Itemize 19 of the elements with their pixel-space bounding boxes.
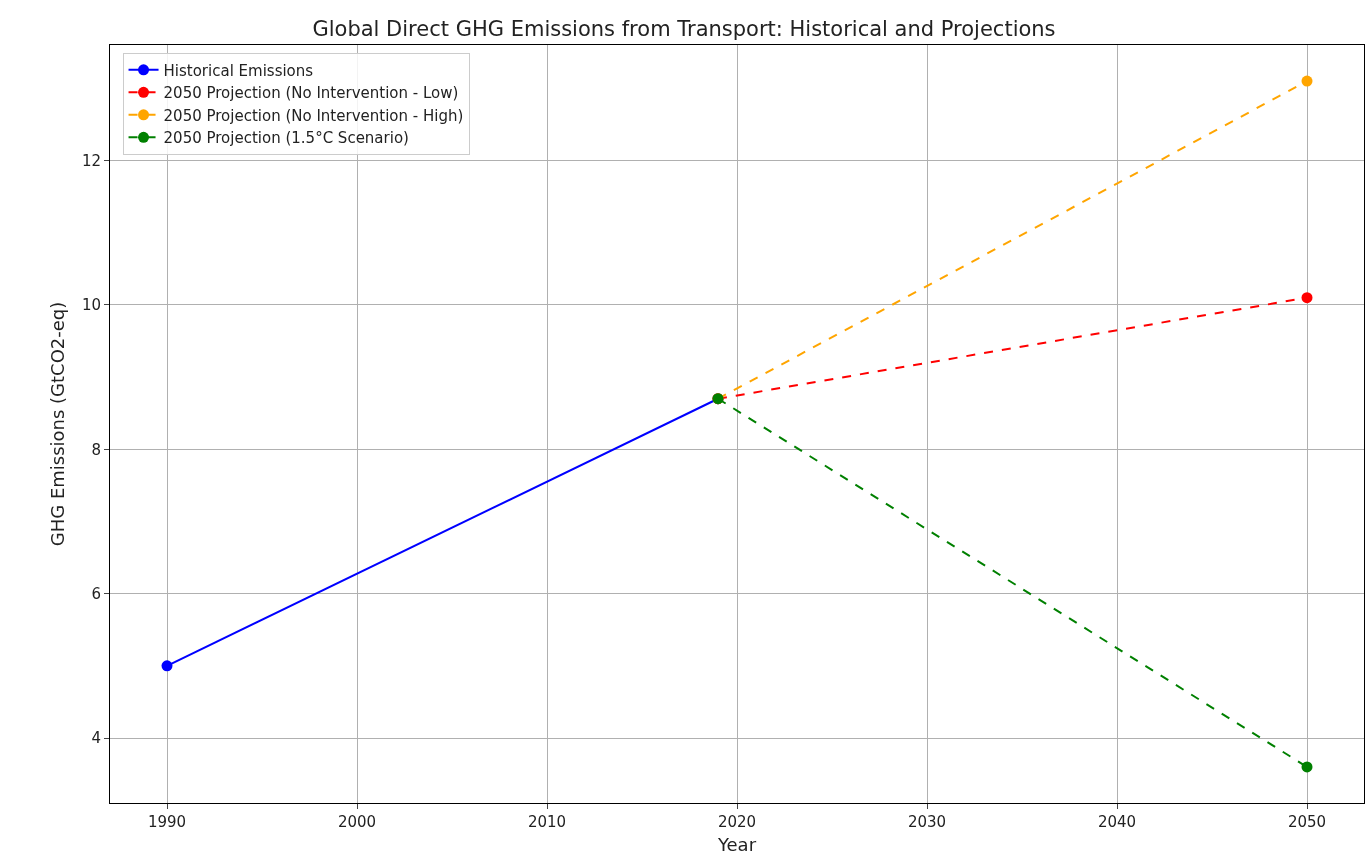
- y-tick-label: 12: [81, 151, 101, 170]
- y-tick-label: 6: [91, 584, 101, 603]
- y-tick-label: 10: [81, 296, 101, 315]
- legend-label: 2050 Projection (1.5°C Scenario): [163, 129, 409, 148]
- legend-label: 2050 Projection (No Intervention - High): [163, 106, 464, 125]
- x-tick-label: 2040: [1097, 813, 1137, 831]
- x-tick-label: 1990: [147, 813, 187, 831]
- y-tick-label: 4: [91, 729, 101, 748]
- x-tick-label: 2000: [337, 813, 377, 831]
- x-tick-label: 2010: [527, 813, 567, 831]
- legend-label: 2050 Projection (No Intervention - Low): [163, 84, 459, 103]
- x-axis-title: Year: [716, 834, 757, 856]
- legend-label: Historical Emissions: [163, 61, 314, 80]
- y-tick-label: 8: [91, 440, 101, 459]
- chart-title: Global Direct GHG Emissions from Transport: Historical and Projections: [312, 17, 1056, 42]
- x-tick-label: 2030: [907, 813, 947, 831]
- x-tick-label: 2050: [1287, 813, 1327, 831]
- y-axis-title: GHG Emissions (GtCO2-eq): [47, 301, 69, 547]
- x-tick-label: 2020: [717, 813, 757, 831]
